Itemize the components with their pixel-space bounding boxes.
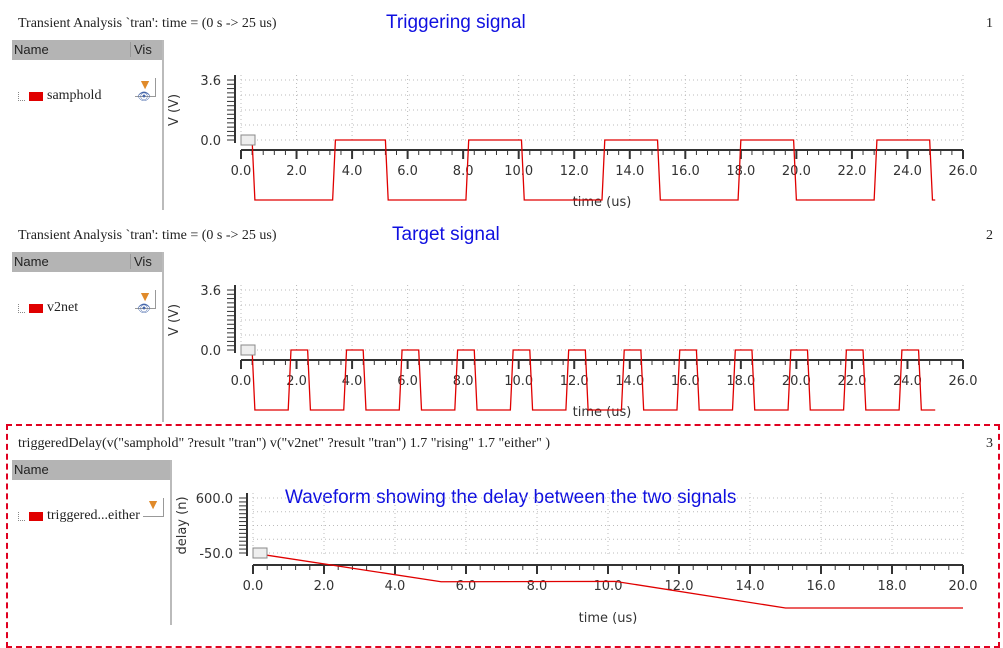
panel-number: 3 — [986, 436, 993, 451]
plots[interactable]: 0.0 2.0 4.0 6.0 8.0 10.0 12.0 14.0 16.0 18.0 20.0 2… — [0, 0, 1003, 634]
plot-panel-3[interactable]: triggeredDelay(v("samphold" ?result "tra… — [0, 430, 1003, 630]
y-axis-label: V (V) — [167, 94, 182, 126]
x-tick-label: 0.0 — [243, 579, 264, 594]
x-tick-label: 22.0 — [837, 164, 866, 179]
annotation-label: Waveform showing the delay between the t… — [285, 487, 737, 508]
plot-panel-1[interactable]: Transient Analysis `tran': time = (0 s -… — [0, 10, 1003, 215]
column-name[interactable]: Name — [14, 42, 49, 57]
marker-handle-icon — [240, 134, 256, 146]
x-tick-label: 10.0 — [504, 164, 533, 179]
x-tick-label: 8.0 — [527, 579, 548, 594]
x-tick-label: 26.0 — [949, 164, 978, 179]
waveform-trace — [243, 139, 936, 201]
browser-header: Name Vis — [12, 252, 162, 272]
x-tick-label: 4.0 — [342, 164, 363, 179]
filter-icon[interactable]: ▼ — [135, 290, 156, 309]
x-tick-label: 22.0 — [837, 374, 866, 389]
signal-item[interactable]: triggered...either — [18, 508, 140, 524]
marker-handle-icon — [252, 547, 268, 559]
panel-number: 2 — [986, 228, 993, 243]
signal-browser[interactable]: Name ▼ triggered...either — [12, 460, 172, 625]
x-tick-label: 18.0 — [878, 579, 907, 594]
signal-name: triggered...either — [47, 508, 140, 523]
panel-title: Transient Analysis `tran': time = (0 s -… — [18, 228, 277, 243]
x-tick-label: 26.0 — [949, 374, 978, 389]
x-tick-label: 14.0 — [615, 374, 644, 389]
visibility-eye-icon[interactable]: 👁 — [137, 91, 151, 103]
x-tick-label: 10.0 — [504, 374, 533, 389]
x-tick-label: 2.0 — [286, 164, 307, 179]
x-tick-label: 24.0 — [893, 164, 922, 179]
x-tick-label: 2.0 — [286, 374, 307, 389]
waveform-trace — [263, 554, 963, 609]
signal-color-swatch — [29, 91, 43, 101]
x-tick-label: 20.0 — [949, 579, 978, 594]
x-tick-label: 8.0 — [453, 164, 474, 179]
x-tick-label: 12.0 — [560, 164, 589, 179]
x-tick-label: 20.0 — [782, 374, 811, 389]
x-tick-label: 16.0 — [671, 164, 700, 179]
signal-color-swatch — [29, 303, 43, 313]
signal-item[interactable]: v2net — [18, 300, 78, 316]
y-tick-label: 3.6 — [200, 74, 221, 89]
signal-color-swatch — [29, 511, 43, 521]
x-tick-label: 20.0 — [782, 164, 811, 179]
panel-number: 1 — [986, 16, 993, 31]
column-vis[interactable]: Vis — [130, 42, 152, 57]
y-tick-label: 0.0 — [200, 344, 221, 359]
waveform-trace — [243, 349, 936, 411]
x-axis-label: time (us) — [573, 195, 632, 210]
column-name[interactable]: Name — [14, 462, 49, 477]
x-tick-label: 8.0 — [453, 374, 474, 389]
x-tick-label: 0.0 — [231, 164, 252, 179]
tree-branch-icon — [18, 511, 25, 521]
x-tick-label: 6.0 — [397, 164, 418, 179]
panel-title: triggeredDelay(v("samphold" ?result "tra… — [18, 436, 550, 451]
y-axis-label: delay (n) — [175, 496, 190, 554]
column-name[interactable]: Name — [14, 254, 49, 269]
x-tick-label: 2.0 — [314, 579, 335, 594]
signal-item[interactable]: samphold — [18, 88, 101, 104]
column-vis[interactable]: Vis — [130, 254, 152, 269]
plot-panel-2[interactable]: Transient Analysis `tran': time = (0 s -… — [0, 222, 1003, 427]
x-tick-label: 16.0 — [807, 579, 836, 594]
x-axis-label: time (us) — [573, 405, 632, 420]
x-tick-label: 12.0 — [560, 374, 589, 389]
filter-icon[interactable]: ▼ — [135, 78, 156, 97]
browser-header: Name — [12, 460, 170, 480]
tree-branch-icon — [18, 303, 25, 313]
signal-name: v2net — [47, 300, 79, 315]
x-axis-label: time (us) — [579, 611, 638, 626]
visibility-eye-icon[interactable]: 👁 — [137, 303, 151, 315]
x-tick-label: 18.0 — [726, 374, 755, 389]
y-tick-label: 600.0 — [196, 492, 233, 507]
y-axis-label: V (V) — [167, 304, 182, 336]
annotation-label: Target signal — [392, 224, 500, 245]
x-tick-label: 24.0 — [893, 374, 922, 389]
signal-name: samphold — [47, 88, 102, 103]
panel-title: Transient Analysis `tran': time = (0 s -… — [18, 16, 277, 31]
tree-branch-icon — [18, 91, 25, 101]
x-tick-label: 6.0 — [456, 579, 477, 594]
x-tick-label: 6.0 — [397, 374, 418, 389]
x-tick-label: 0.0 — [231, 374, 252, 389]
x-tick-label: 16.0 — [671, 374, 700, 389]
x-tick-label: 14.0 — [615, 164, 644, 179]
y-tick-label: -50.0 — [199, 547, 233, 562]
x-tick-label: 18.0 — [726, 164, 755, 179]
x-tick-label: 4.0 — [342, 374, 363, 389]
x-tick-label: 10.0 — [594, 579, 623, 594]
marker-handle-icon — [240, 344, 256, 356]
annotation-label: Triggering signal — [386, 12, 526, 33]
x-tick-label: 4.0 — [385, 579, 406, 594]
y-tick-label: 3.6 — [200, 284, 221, 299]
filter-icon[interactable]: ▼ — [143, 498, 164, 517]
y-tick-label: 0.0 — [200, 134, 221, 149]
x-tick-label: 14.0 — [736, 579, 765, 594]
browser-header: Name Vis — [12, 40, 162, 60]
signal-browser[interactable]: Name Vis ▼ samphold 👁 — [12, 40, 164, 210]
signal-browser[interactable]: Name Vis ▼ v2net 👁 — [12, 252, 164, 422]
